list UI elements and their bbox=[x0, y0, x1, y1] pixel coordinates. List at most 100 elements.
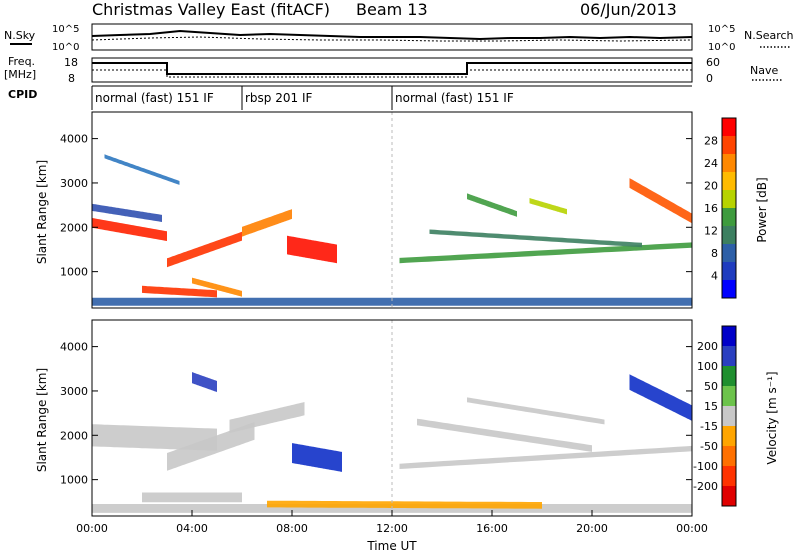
power-echo-band bbox=[92, 218, 167, 241]
velocity-echo-band bbox=[92, 424, 217, 451]
date-label: 06/Jun/2013 bbox=[580, 0, 677, 19]
x-tick-label: 16:00 bbox=[476, 522, 508, 535]
power-echo-band bbox=[529, 198, 567, 215]
power-echo-band bbox=[467, 193, 517, 217]
noise-panel: N.Sky 10^5 10^0 10^5 10^0 N.Search bbox=[4, 23, 794, 53]
power-colorbar-tick: 8 bbox=[711, 247, 718, 260]
velocity-ytick-label: 3000 bbox=[60, 385, 88, 398]
velocity-colorbar-tick: 100 bbox=[697, 360, 718, 373]
cpid-segment-label: normal (fast) 151 IF bbox=[95, 91, 214, 105]
nave-tick-top: 60 bbox=[706, 56, 720, 69]
velocity-colorbar-tick: 15 bbox=[704, 400, 718, 413]
nsky-trace bbox=[91, 29, 693, 41]
nsky-tick-bottom: 10^0 bbox=[52, 42, 79, 53]
nave-label: Nave bbox=[750, 64, 778, 77]
velocity-echo-band bbox=[229, 402, 305, 434]
velocity-echo-band bbox=[192, 372, 217, 393]
velocity-colorbar-swatch bbox=[722, 486, 736, 507]
freq-label-2: [MHz] bbox=[4, 68, 36, 81]
power-ytick-label: 4000 bbox=[60, 133, 88, 146]
power-colorbar-swatch bbox=[722, 190, 736, 209]
power-ytick-label: 1000 bbox=[60, 266, 88, 279]
velocity-panel: Slant Range [km] 4000 3000 2000 1000 200 100… bbox=[35, 319, 779, 553]
nsearch-trace bbox=[91, 36, 693, 42]
cpid-label: CPID bbox=[8, 88, 37, 101]
nsearch-tick-bottom: 10^0 bbox=[708, 42, 735, 53]
power-colorbar-swatch bbox=[722, 172, 736, 191]
velocity-colorbar-swatch bbox=[722, 386, 736, 407]
velocity-echo-band bbox=[467, 397, 605, 425]
velocity-echo-band bbox=[167, 422, 255, 471]
power-echo-band bbox=[629, 178, 692, 224]
power-colorbar-swatch bbox=[722, 244, 736, 263]
power-colorbar-swatch bbox=[722, 262, 736, 281]
power-echo-band bbox=[92, 297, 692, 306]
velocity-colorbar-tick: -15 bbox=[700, 420, 718, 433]
x-tick-label: 08:00 bbox=[276, 522, 308, 535]
velocity-colorbar-tick: -50 bbox=[700, 440, 718, 453]
power-colorbar-tick: 28 bbox=[704, 135, 718, 148]
power-y-label: Slant Range [km] bbox=[35, 160, 49, 264]
velocity-echo-band bbox=[292, 443, 342, 472]
freq-tick-bottom: 8 bbox=[68, 72, 75, 85]
freq-tick-top: 18 bbox=[64, 56, 78, 69]
velocity-colorbar-swatch bbox=[722, 426, 736, 447]
power-echo-band bbox=[92, 203, 162, 222]
power-ytick-label: 3000 bbox=[60, 177, 88, 190]
power-colorbar-tick: 24 bbox=[704, 157, 718, 170]
power-colorbar-tick: 12 bbox=[704, 225, 718, 238]
velocity-echo-band bbox=[267, 500, 542, 509]
power-colorbar-swatch bbox=[722, 118, 736, 137]
power-colorbar-label: Power [dB] bbox=[755, 177, 769, 242]
power-echo-band bbox=[142, 285, 217, 298]
power-echo-band bbox=[192, 277, 242, 297]
cpid-panel: CPID normal (fast) 151 IF rbsp 201 IF norm… bbox=[8, 85, 692, 110]
power-echo-band bbox=[287, 235, 337, 264]
power-echo-band bbox=[429, 229, 642, 248]
nave-tick-bottom: 0 bbox=[706, 72, 713, 85]
power-echo-band bbox=[167, 231, 242, 268]
power-colorbar-tick: 20 bbox=[704, 180, 718, 193]
velocity-ytick-label: 1000 bbox=[60, 474, 88, 487]
velocity-ytick-label: 2000 bbox=[60, 429, 88, 442]
power-colorbar-swatch bbox=[722, 280, 736, 299]
power-ytick-label: 2000 bbox=[60, 221, 88, 234]
velocity-echo-band bbox=[629, 374, 692, 421]
cpid-segment-label: normal (fast) 151 IF bbox=[395, 91, 514, 105]
freq-panel: Freq. [MHz] 18 8 60 0 Nave bbox=[4, 55, 782, 85]
velocity-echo-band bbox=[142, 492, 242, 503]
velocity-colorbar-swatch bbox=[722, 326, 736, 347]
nsky-tick-top: 10^5 bbox=[52, 24, 79, 35]
freq-label-1: Freq. bbox=[8, 55, 35, 68]
power-echo-band bbox=[104, 154, 180, 185]
velocity-ytick-label: 4000 bbox=[60, 341, 88, 354]
velocity-colorbar-tick: -100 bbox=[693, 460, 718, 473]
velocity-colorbar-label: Velocity [m s⁻¹] bbox=[765, 371, 779, 464]
x-tick-label: 20:00 bbox=[576, 522, 608, 535]
freq-trace bbox=[92, 62, 692, 75]
power-colorbar-tick: 4 bbox=[711, 270, 718, 283]
x-axis-label: Time UT bbox=[366, 539, 417, 553]
x-tick-label: 00:00 bbox=[76, 522, 108, 535]
x-tick-label: 04:00 bbox=[176, 522, 208, 535]
power-echo-band bbox=[242, 209, 292, 237]
velocity-colorbar-tick: 200 bbox=[697, 340, 718, 353]
velocity-colorbar-frame bbox=[721, 325, 737, 507]
velocity-colorbar-swatch bbox=[722, 446, 736, 467]
x-tick-label: 00:00 bbox=[676, 522, 708, 535]
velocity-colorbar-swatch bbox=[722, 366, 736, 387]
power-colorbar-tick: 16 bbox=[704, 202, 718, 215]
velocity-colorbar-swatch bbox=[722, 346, 736, 367]
power-echo-band bbox=[399, 242, 692, 264]
velocity-echo-band bbox=[399, 445, 692, 469]
nsky-label: N.Sky bbox=[4, 29, 36, 42]
velocity-colorbar-tick: -200 bbox=[693, 480, 718, 493]
power-panel: Slant Range [km] 4000 3000 2000 1000 28 24 20… bbox=[35, 111, 769, 309]
station-title: Christmas Valley East (fitACF) bbox=[92, 0, 330, 19]
beam-label: Beam 13 bbox=[356, 0, 428, 19]
nave-trace bbox=[92, 69, 692, 78]
power-colorbar-swatch bbox=[722, 208, 736, 227]
velocity-colorbar-swatch bbox=[722, 406, 736, 427]
power-colorbar-swatch bbox=[722, 136, 736, 155]
power-colorbar-swatch bbox=[722, 154, 736, 173]
